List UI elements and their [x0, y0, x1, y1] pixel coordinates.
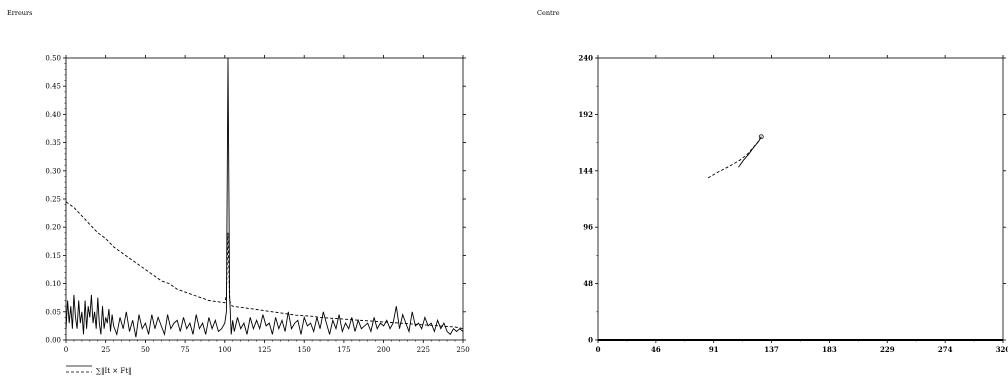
x-tick-label: 50: [141, 346, 150, 354]
y-tick-label: 0.15: [45, 252, 61, 260]
y-tick-label: 48: [583, 279, 593, 288]
x-tick-label: 250: [456, 346, 469, 354]
y-tick-label: 0.25: [45, 196, 61, 204]
marker-point: [758, 134, 764, 140]
y-tick-label: 0.35: [45, 139, 61, 147]
x-tick-label: 125: [258, 346, 271, 354]
y-tick-label: 0.30: [45, 167, 61, 175]
left-chart-title: Erreurs: [7, 9, 32, 17]
y-tick-label: 0: [588, 336, 593, 345]
y-tick-label: 0.20: [45, 224, 61, 232]
series-line-2: [65, 201, 464, 330]
x-tick-label: 91: [709, 345, 719, 354]
x-tick-label: 46: [651, 345, 661, 354]
series-line-1: [65, 57, 464, 338]
y-tick-label: 0.10: [45, 280, 61, 288]
x-tick-label: 229: [880, 345, 895, 354]
x-tick-label: 183: [822, 345, 837, 354]
x-tick-label: 25: [101, 346, 110, 354]
y-tick-label: 96: [583, 223, 593, 232]
series-line-1: [707, 136, 762, 179]
x-tick-label: 75: [181, 346, 190, 354]
right-chart: 0 46 91 137 183 229 274 320 0 48 96 144 192 240: [578, 54, 1008, 355]
y-tick-label: 0.45: [45, 83, 61, 91]
x-tick-label: 200: [377, 346, 390, 354]
y-tick-label: 0.40: [45, 111, 61, 119]
y-tick-label: 240: [578, 54, 593, 63]
x-tick-label: 0: [64, 346, 68, 354]
x-tick-label: 320: [996, 345, 1008, 354]
right-chart-title: Centre: [537, 9, 560, 17]
legend-formula: ∑‖It × Ft‖: [96, 367, 132, 375]
y-tick-label: 0.05: [45, 308, 61, 316]
series-line-2: [738, 136, 762, 168]
x-tick-label: 137: [764, 345, 779, 354]
plot-frame: [65, 57, 464, 341]
y-tick-label: 192: [578, 110, 593, 119]
x-tick-label: 0: [596, 345, 601, 354]
y-tick-label: 0.00: [45, 337, 61, 345]
y-tick-label: 0.50: [45, 55, 61, 63]
x-tick-label: 225: [417, 346, 430, 354]
x-tick-label: 274: [938, 345, 953, 354]
left-chart: 0 25 50 75 100 125 150 175 200 225 250 0.00 0.05 0.10…: [45, 55, 469, 355]
plot-frame: [597, 57, 1004, 341]
y-tick-label: 144: [578, 166, 593, 175]
x-tick-label: 150: [298, 346, 311, 354]
x-tick-label: 175: [337, 346, 350, 354]
x-tick-label: 100: [218, 346, 231, 354]
